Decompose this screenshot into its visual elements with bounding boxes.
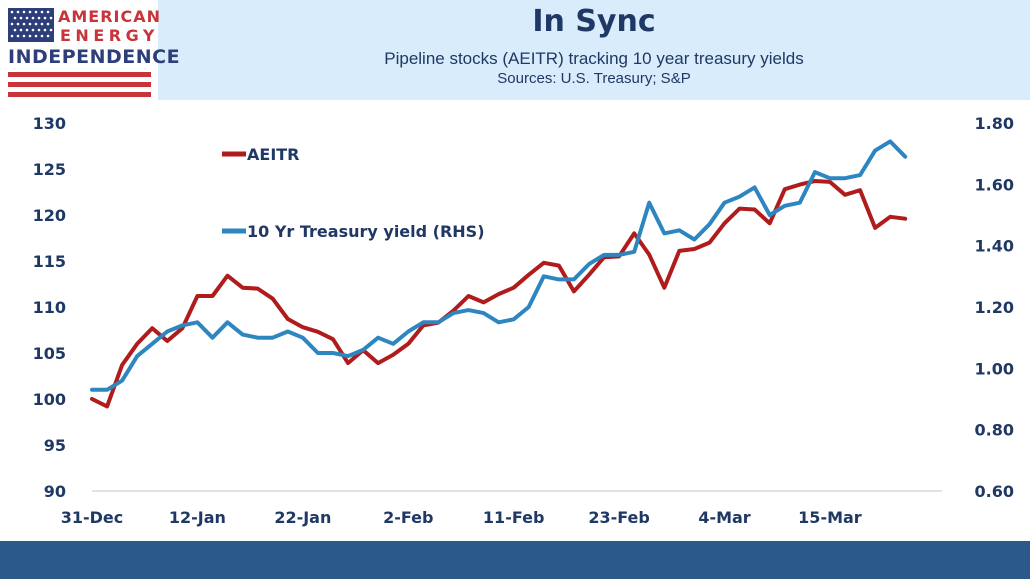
logo-stripe	[8, 92, 151, 97]
left-tick-label: 125	[33, 160, 66, 179]
left-tick-label: 100	[33, 390, 66, 409]
footer-bar	[0, 541, 1030, 579]
brand-logo: AMERICAN ENERGY INDEPENDENCE	[0, 0, 180, 100]
logo-text-independence: INDEPENDENCE	[8, 46, 181, 68]
legend-label-aeitr: AEITR	[247, 145, 300, 164]
x-tick-label: 12-Jan	[169, 508, 226, 527]
right-tick-label: 1.00	[975, 359, 1014, 378]
x-tick-label: 4-Mar	[698, 508, 750, 527]
chart-subtitle: Pipeline stocks (AEITR) tracking 10 year…	[384, 49, 804, 68]
us-flag-icon	[8, 8, 54, 42]
left-tick-label: 110	[33, 298, 66, 317]
chart-sources: Sources: U.S. Treasury; S&P	[497, 70, 691, 87]
right-tick-label: 1.20	[975, 298, 1014, 317]
chart-title: In Sync	[532, 4, 656, 39]
x-tick-label: 15-Mar	[798, 508, 862, 527]
left-tick-label: 130	[33, 114, 66, 133]
x-tick-label: 2-Feb	[383, 508, 433, 527]
x-tick-label: 31-Dec	[61, 508, 124, 527]
right-tick-label: 1.80	[975, 114, 1014, 133]
legend-label-treasury: 10 Yr Treasury yield (RHS)	[247, 222, 485, 241]
left-tick-label: 115	[33, 252, 66, 271]
logo-text-american: AMERICAN	[58, 7, 162, 26]
x-axis: 31-Dec 12-Jan 22-Jan 2-Feb 11-Feb 23-Feb 4-Mar…	[61, 508, 862, 527]
right-tick-label: 1.60	[975, 175, 1014, 194]
x-tick-label: 23-Feb	[588, 508, 650, 527]
logo-stripe	[8, 72, 151, 77]
x-tick-label: 11-Feb	[483, 508, 545, 527]
left-tick-label: 105	[33, 344, 66, 363]
right-tick-label: 0.80	[975, 421, 1014, 440]
header-banner: AMERICAN ENERGY INDEPENDENCE In Sync Pip…	[0, 0, 1030, 100]
x-tick-label: 22-Jan	[274, 508, 331, 527]
logo-text-energy: ENERGY	[60, 26, 159, 45]
left-tick-label: 120	[33, 206, 66, 225]
right-tick-label: 0.60	[975, 482, 1014, 501]
right-tick-label: 1.40	[975, 237, 1014, 256]
left-axis: 90 95 100 105 110 115 120 125 130	[33, 114, 66, 501]
logo-stripe	[8, 82, 151, 87]
right-axis: 0.60 0.80 1.00 1.20 1.40 1.60 1.80	[975, 114, 1014, 501]
series-line-treasury	[90, 139, 908, 392]
left-tick-label: 95	[44, 436, 66, 455]
series-line-aeitr	[90, 179, 908, 409]
legend: AEITR 10 Yr Treasury yield (RHS)	[222, 145, 485, 241]
left-tick-label: 90	[44, 482, 66, 501]
line-chart: 90 95 100 105 110 115 120 125 130 0.60 0.80 1.00 1.…	[33, 114, 1014, 527]
